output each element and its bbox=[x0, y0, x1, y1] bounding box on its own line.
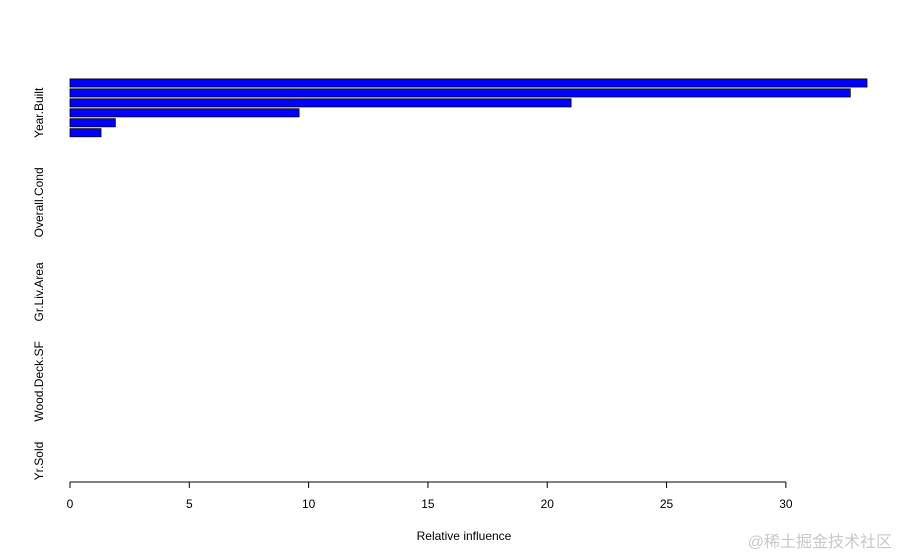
y-tick-label: Yr.Sold bbox=[32, 442, 46, 481]
y-tick-label: Wood.Deck.SF bbox=[32, 341, 46, 421]
watermark: @稀土掘金技术社区 bbox=[748, 533, 892, 551]
bar bbox=[69, 88, 851, 98]
x-tick-label: 5 bbox=[186, 497, 193, 511]
x-tick-label: 30 bbox=[779, 497, 793, 511]
x-tick-label: 0 bbox=[67, 497, 74, 511]
x-tick-label: 20 bbox=[541, 497, 555, 511]
x-tick-label: 15 bbox=[421, 497, 435, 511]
bar bbox=[69, 128, 102, 138]
x-tick-label: 25 bbox=[660, 497, 674, 511]
bar bbox=[69, 108, 300, 118]
bar bbox=[69, 98, 572, 108]
bar bbox=[69, 118, 116, 128]
bar bbox=[69, 78, 868, 88]
x-axis-title: Relative influence bbox=[417, 529, 512, 543]
x-tick-label: 10 bbox=[302, 497, 316, 511]
y-tick-label: Overall.Cond bbox=[32, 167, 46, 237]
y-tick-label: Gr.Liv.Area bbox=[32, 262, 46, 321]
y-tick-label: Year.Built bbox=[32, 87, 46, 138]
